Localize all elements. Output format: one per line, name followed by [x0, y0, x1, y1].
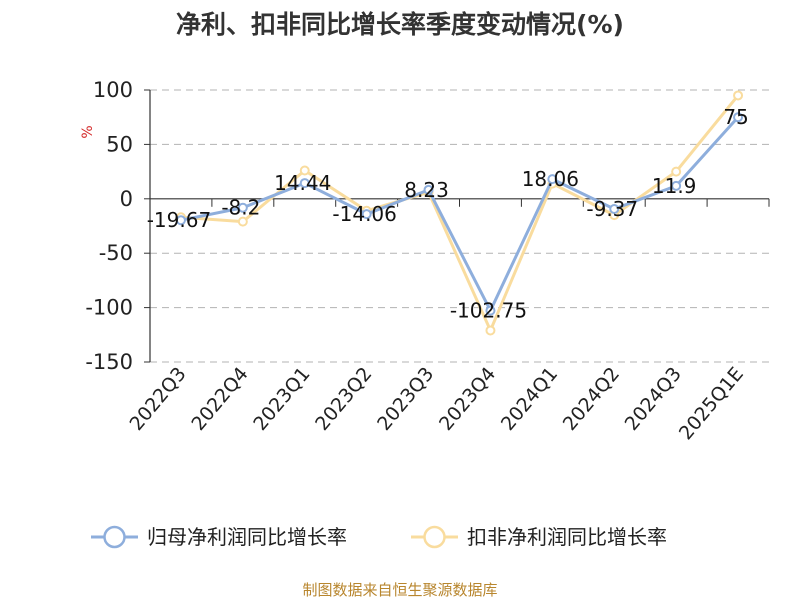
y-tick-label: -100: [85, 296, 133, 320]
x-tick-label: 2024Q3: [621, 363, 686, 435]
legend-label-series2: 扣非净利润同比增长率: [467, 525, 667, 549]
x-tick-label: 2023Q2: [311, 363, 376, 435]
legend-marker-series2: [423, 525, 446, 549]
series-point-2: [299, 165, 310, 176]
y-tick-label: 50: [106, 132, 133, 156]
series-point-1: [361, 209, 372, 220]
chart-title: 净利、扣非同比增长率季度变动情况(%): [176, 10, 624, 39]
axis-layer: 100500-50-100-1502022Q32022Q42023Q12023Q…: [85, 78, 770, 444]
data-label: 75: [723, 105, 748, 129]
x-tick-label: 2025Q1E: [675, 363, 748, 444]
legend-marker-series1: [103, 525, 126, 549]
data-label: 11.9: [652, 174, 697, 198]
series-line-1: [180, 116, 740, 313]
series-layer: [175, 90, 744, 336]
legend-item-series1[interactable]: 归母净利润同比增长率: [91, 525, 347, 549]
data-label: -14.06: [332, 202, 396, 226]
series-point-1: [237, 202, 248, 213]
y-tick-label: 100: [93, 78, 133, 102]
series-point-2: [485, 325, 496, 336]
data-label-layer: -19.67 -8.2 14.44-14.06 8.23 -102.75 18.06 -9.…: [147, 105, 749, 322]
x-tick-label: 2023Q4: [435, 363, 500, 435]
series-point-1: [423, 184, 434, 195]
legend-label-series1: 归母净利润同比增长率: [147, 525, 347, 549]
legend-item-series2[interactable]: 扣非净利润同比增长率: [411, 525, 667, 549]
series-point-1: [609, 203, 620, 214]
data-label: 8.23: [404, 178, 449, 202]
data-label: -8.2: [221, 196, 260, 220]
legend: 归母净利润同比增长率 扣非净利润同比增长率: [91, 525, 667, 549]
series-point-1: [299, 178, 310, 189]
y-tick-label: -50: [99, 241, 133, 265]
y-tick-label: -150: [85, 350, 133, 374]
x-tick-label: 2024Q2: [559, 363, 624, 435]
data-label: -102.75: [450, 299, 527, 323]
series-point-1: [733, 112, 744, 123]
data-label: 14.44: [274, 171, 331, 195]
x-tick-label: 2023Q3: [373, 363, 438, 435]
data-label: -9.37: [586, 197, 638, 221]
series-point-1: [671, 180, 682, 191]
series-point-2: [733, 90, 744, 101]
series-point-1: [485, 305, 496, 316]
y-tick-label: 0: [120, 187, 133, 211]
x-tick-label: 2022Q4: [187, 363, 252, 435]
x-tick-label: 2023Q1: [249, 363, 314, 435]
y-axis-label: %: [80, 125, 96, 138]
series-point-2: [671, 166, 682, 177]
series-point-1: [547, 174, 558, 185]
data-label: -19.67: [147, 208, 211, 232]
data-label: 18.06: [522, 167, 579, 191]
x-tick-label: 2024Q1: [497, 363, 562, 435]
source-note: 制图数据来自恒生聚源数据库: [302, 581, 497, 599]
series-point-1: [175, 215, 186, 226]
series-line-2: [180, 94, 740, 332]
x-tick-label: 2022Q3: [125, 363, 190, 435]
series-point-2: [237, 216, 248, 227]
